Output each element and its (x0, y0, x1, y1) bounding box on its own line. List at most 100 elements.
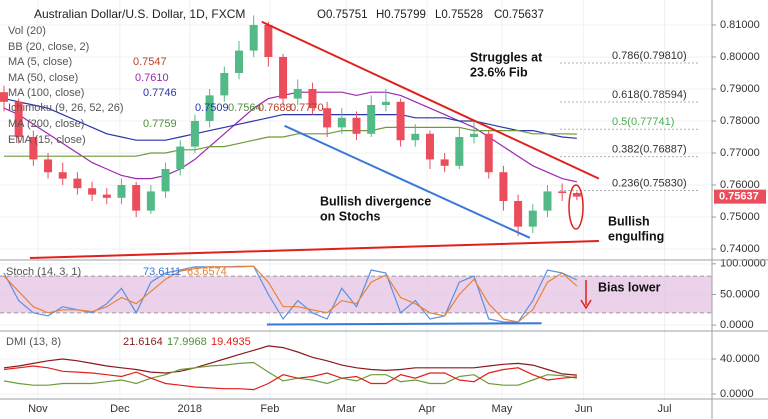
trendline (29, 240, 599, 259)
candle-body (161, 169, 170, 192)
annotation: Struggles at (470, 50, 543, 64)
panel-readout: 21.6164 (123, 336, 163, 348)
y-tick-label: 0.80000 (720, 51, 760, 63)
last-price-tag (714, 189, 766, 204)
panel-readout: 63.6574 (187, 266, 227, 278)
candle-body (514, 201, 523, 227)
candle-body (279, 56, 288, 99)
indicator-line (3, 91, 578, 183)
ohlc-readout: L0.75528 (435, 9, 483, 21)
annotation: engulfing (608, 229, 664, 243)
fib-label: 0.382(0.76887) (612, 144, 687, 156)
candle-body (411, 133, 420, 141)
candle-body (381, 101, 390, 105)
candle-body (234, 50, 243, 73)
annotation: on Stochs (320, 209, 380, 223)
candle-body (88, 188, 97, 195)
y-tick-label: 100.0000 (720, 258, 766, 270)
legend-name: MA (200, close) (8, 118, 84, 130)
candle-body (176, 146, 185, 170)
trendline (284, 124, 531, 239)
legend-readout: 0.7688 (258, 102, 292, 114)
candle-body (190, 120, 199, 147)
candle-body (499, 172, 508, 202)
legend-name: BB (20, close, 2) (8, 41, 89, 53)
candle-body (323, 108, 332, 128)
panel-readout: 73.6111 (143, 266, 181, 278)
legend-name: Vol (20) (8, 25, 46, 37)
candle-body (455, 137, 464, 166)
y-tick-label: 0.77000 (720, 147, 760, 159)
candle-body (308, 88, 317, 109)
y-tick-label: 0.74000 (720, 243, 760, 255)
candle-body (58, 172, 67, 179)
x-tick-label: Jul (658, 403, 672, 415)
panel-title: DMI (13, 8) (6, 336, 61, 348)
legend-readout: 0.7746 (143, 87, 177, 99)
legend-name: EMA (15, close) (8, 134, 86, 146)
fib-label: 0.618(0.78594) (612, 89, 687, 101)
candle-body (73, 178, 82, 189)
x-tick-label: 2018 (178, 403, 202, 415)
y-tick-label: 0.0000 (720, 388, 754, 400)
fib-label: 0.236(0.75830) (612, 177, 687, 189)
candle-body (293, 88, 302, 99)
legend-readout: 0.7564 (228, 102, 262, 114)
x-tick-label: Feb (260, 403, 279, 415)
fib-label: 0.786(0.79810) (612, 50, 687, 62)
legend-name: MA (100, close) (8, 87, 84, 99)
trendline (266, 322, 542, 326)
indicator-line (3, 98, 577, 141)
indicator-line (4, 126, 577, 157)
legend-readout: 0.7770 (290, 102, 324, 114)
panel-title: Stoch (14, 3, 1) (6, 266, 81, 278)
trendline (261, 20, 600, 180)
indicator-line (3, 265, 578, 323)
candle-body (14, 101, 23, 138)
ohlc-readout: H0.75799 (376, 9, 426, 21)
candle-body (572, 192, 581, 197)
candle-body (396, 101, 405, 141)
candle-body (205, 95, 214, 121)
x-tick-label: Mar (337, 403, 356, 415)
fib-label: 0.5(0.77741) (612, 116, 674, 128)
annotation: Bias lower (598, 280, 661, 294)
legend-readout: 0.7610 (135, 72, 169, 84)
candle-body (337, 117, 346, 128)
indicator-line (3, 345, 577, 376)
legend-readout: 0.7547 (133, 56, 167, 68)
candle-body (0, 92, 8, 102)
x-tick-label: May (492, 403, 513, 415)
highlight-ellipse (568, 184, 584, 230)
indicator-line (3, 361, 578, 386)
candle-body (132, 185, 141, 211)
candle-body (117, 185, 126, 198)
y-tick-label: 40.0000 (720, 353, 760, 365)
y-tick-label: 0.76000 (720, 179, 760, 191)
indicator-line (3, 365, 577, 391)
legend-name: MA (5, close) (8, 56, 72, 68)
y-tick-label: 0.75000 (720, 211, 760, 223)
legend-name: Ichimoku (9, 26, 52, 26) (8, 102, 124, 114)
y-tick-label: 50.0000 (720, 288, 760, 300)
candle-body (44, 159, 53, 173)
candle-body (558, 191, 567, 194)
panel-readout: 17.9968 (167, 336, 207, 348)
annotation: 23.6% Fib (470, 65, 528, 79)
y-tick-label: 0.81000 (720, 19, 760, 31)
candle-body (146, 191, 155, 211)
candle-body (352, 117, 361, 134)
candle-body (440, 159, 449, 166)
legend-readout: 0.7759 (143, 118, 177, 130)
annotation: Bullish (608, 214, 650, 228)
candle-body (425, 133, 434, 160)
chart-title: Australian Dollar/U.S. Dollar, 1D, FXCM (34, 7, 245, 21)
legend-name: MA (50, close) (8, 72, 78, 84)
candle-body (543, 191, 552, 211)
candle-body (528, 210, 537, 227)
x-tick-label: Apr (418, 403, 435, 415)
